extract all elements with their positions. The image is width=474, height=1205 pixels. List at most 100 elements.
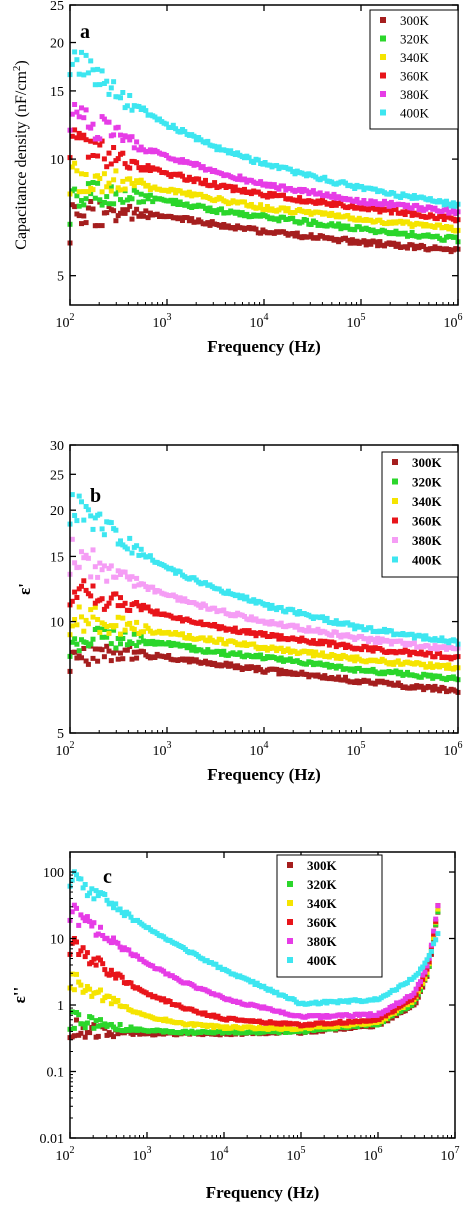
data-point-300K — [81, 213, 87, 219]
data-point-400K — [87, 890, 93, 896]
data-point-300K — [292, 233, 298, 239]
y-tick-label: 5 — [57, 727, 64, 742]
data-point-300K — [189, 216, 195, 222]
data-point-360K — [409, 997, 415, 1003]
y-tick-label: 10 — [50, 933, 64, 948]
data-point-300K — [85, 661, 91, 667]
data-point-380K — [375, 635, 381, 641]
series-360K — [67, 578, 461, 662]
data-point-380K — [235, 176, 241, 182]
data-point-320K — [150, 199, 156, 205]
data-point-400K — [138, 546, 144, 552]
data-point-340K — [79, 171, 84, 177]
data-point-360K — [111, 145, 117, 150]
data-point-340K — [441, 662, 447, 668]
data-point-300K — [152, 655, 158, 660]
data-point-320K — [97, 197, 103, 203]
data-point-400K — [152, 114, 158, 120]
data-point-300K — [345, 237, 351, 243]
data-point-400K — [450, 200, 456, 206]
data-point-400K — [437, 638, 443, 644]
data-point-320K — [453, 234, 459, 240]
x-axis-title: Frequency (Hz) — [207, 765, 320, 784]
data-point-400K — [251, 597, 257, 603]
data-point-300K — [372, 239, 378, 245]
y-tick-label: 30 — [50, 439, 64, 454]
data-point-340K — [186, 189, 192, 195]
data-point-380K — [134, 575, 140, 581]
data-point-320K — [115, 636, 121, 641]
data-point-400K — [294, 611, 300, 617]
data-point-380K — [304, 188, 309, 194]
data-point-320K — [219, 206, 224, 212]
legend-label: 380K — [307, 934, 338, 949]
legend-label: 320K — [307, 877, 338, 892]
x-tick-label: 102 — [56, 740, 75, 759]
data-point-360K — [326, 642, 332, 648]
data-point-340K — [395, 658, 401, 664]
data-point-380K — [111, 935, 116, 941]
data-point-400K — [163, 121, 169, 127]
data-point-300K — [122, 210, 128, 216]
data-point-380K — [90, 547, 96, 553]
data-point-320K — [108, 184, 114, 190]
data-point-380K — [196, 162, 202, 168]
data-point-400K — [255, 157, 261, 163]
data-point-300K — [372, 681, 378, 687]
data-point-400K — [359, 624, 365, 630]
legend-label: 320K — [400, 32, 430, 47]
data-point-360K — [69, 133, 75, 139]
data-point-400K — [216, 144, 222, 150]
data-point-300K — [294, 230, 300, 236]
data-point-300K — [124, 207, 130, 213]
data-point-340K — [79, 614, 84, 620]
data-point-340K — [85, 189, 91, 195]
data-point-340K — [170, 187, 176, 193]
data-point-380K — [129, 134, 135, 140]
data-point-400K — [118, 95, 123, 101]
data-point-320K — [173, 197, 179, 203]
data-point-340K — [425, 664, 431, 670]
data-point-360K — [388, 210, 394, 216]
data-point-360K — [230, 628, 236, 634]
legend-label: 300K — [307, 858, 338, 873]
data-point-300K — [106, 648, 112, 654]
data-point-300K — [205, 220, 211, 226]
data-point-380K — [80, 915, 86, 921]
data-point-320K — [338, 663, 344, 669]
x-tick-label: 102 — [56, 1145, 75, 1164]
data-point-400K — [228, 148, 234, 154]
data-point-400K — [359, 184, 365, 189]
series-340K — [67, 160, 461, 234]
data-point-400K — [89, 886, 95, 892]
data-point-360K — [349, 202, 355, 208]
data-point-400K — [251, 160, 257, 165]
data-point-320K — [115, 1027, 121, 1033]
data-point-340K — [180, 631, 185, 637]
data-point-300K — [223, 660, 229, 666]
data-point-360K — [76, 952, 82, 957]
data-point-300K — [111, 650, 117, 656]
data-point-380K — [432, 643, 438, 648]
data-point-340K — [338, 656, 344, 661]
data-point-340K — [349, 654, 355, 660]
x-tick-label: 103 — [153, 740, 172, 759]
data-point-320K — [83, 196, 89, 202]
data-point-300K — [432, 683, 438, 689]
data-point-300K — [85, 205, 91, 211]
data-point-340K — [69, 164, 75, 170]
data-point-400K — [177, 129, 183, 135]
y-axis-title: Capacitance density (nF/cm2) — [11, 60, 30, 249]
data-point-360K — [106, 600, 112, 606]
data-point-400K — [72, 513, 78, 518]
data-point-340K — [82, 988, 88, 994]
data-point-400K — [448, 203, 454, 209]
series-300K — [67, 643, 461, 695]
data-point-380K — [221, 607, 227, 613]
data-point-380K — [271, 182, 277, 188]
y-tick-label: 25 — [50, 468, 64, 483]
data-point-320K — [336, 221, 342, 227]
data-point-380K — [74, 905, 79, 911]
data-point-380K — [150, 584, 156, 590]
data-point-320K — [313, 220, 319, 226]
